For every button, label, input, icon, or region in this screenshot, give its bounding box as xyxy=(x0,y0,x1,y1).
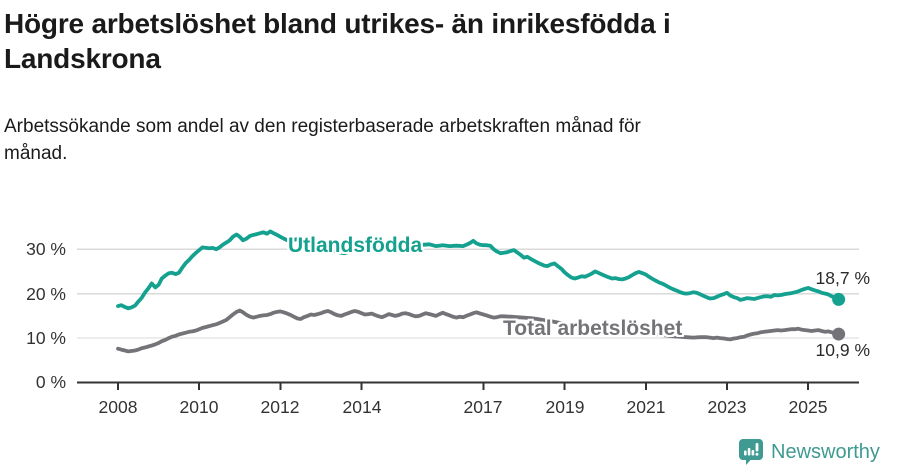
series-line-1 xyxy=(116,308,841,354)
x-axis-label-2008: 2008 xyxy=(98,397,138,417)
newsworthy-logo: Newsworthy xyxy=(738,438,880,466)
end-value-label-utlandsfodda: 18,7 % xyxy=(815,268,870,288)
newsworthy-logo-text: Newsworthy xyxy=(771,440,880,463)
newsworthy-logo-icon xyxy=(739,439,763,465)
y-axis-label-20: 20 % xyxy=(26,284,66,304)
y-axis-label-10: 10 % xyxy=(26,328,66,348)
x-axis-label-2021: 2021 xyxy=(626,397,666,417)
x-axis-label-2025: 2025 xyxy=(788,397,828,417)
page-title: Högre arbetslöshet bland utrikes- än inr… xyxy=(4,8,671,74)
x-axis-label-2012: 2012 xyxy=(260,397,300,417)
series-line-0 xyxy=(116,229,841,311)
x-axis-label-2017: 2017 xyxy=(463,397,503,417)
end-value-label-total: 10,9 % xyxy=(815,340,870,360)
series-label-utlandsfodda: Utlandsfödda xyxy=(288,234,423,257)
x-axis-label-2010: 2010 xyxy=(179,397,219,417)
x-axis-label-2019: 2019 xyxy=(545,397,585,417)
x-axis-label-2023: 2023 xyxy=(707,397,747,417)
chart-subtitle: Arbetssökande som andel av den registerb… xyxy=(4,116,641,164)
x-axis-label-2014: 2014 xyxy=(342,397,382,417)
series-end-dot-1 xyxy=(832,327,846,341)
y-axis-label-0: 0 % xyxy=(35,372,66,392)
series-label-total-arbetsloshet: Total arbetslöshet xyxy=(503,317,683,340)
y-axis-label-30: 30 % xyxy=(26,239,66,259)
series-end-dot-0 xyxy=(832,292,846,306)
